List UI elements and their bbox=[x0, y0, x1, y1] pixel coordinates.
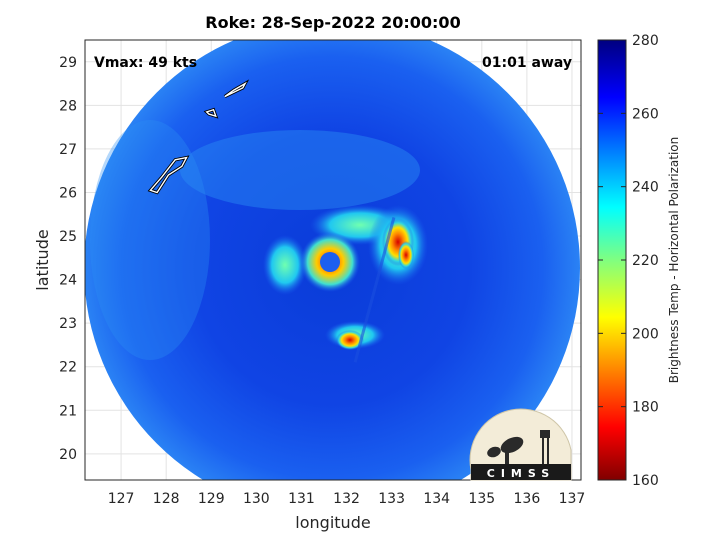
brightness-temperature-field bbox=[85, 40, 580, 480]
colorbar-label: Brightness Temp - Horizontal Polarizatio… bbox=[667, 137, 681, 384]
colorbar-tick-label: 200 bbox=[632, 326, 659, 342]
convection-west bbox=[263, 235, 307, 295]
colorbar-tick-label: 260 bbox=[632, 106, 659, 122]
y-tick-label: 20 bbox=[59, 447, 77, 463]
y-tick-label: 26 bbox=[59, 185, 77, 201]
rainband-east-core-2 bbox=[398, 241, 414, 269]
cimss-logo: CIMSS bbox=[469, 408, 572, 481]
island-outline bbox=[149, 156, 188, 194]
y-tick-label: 24 bbox=[59, 273, 77, 289]
colorbar-tick-labels: 160 180 200 220 240 260 280 bbox=[598, 33, 659, 489]
x-tick-label: 135 bbox=[468, 491, 495, 507]
x-axis-label: longitude bbox=[295, 513, 370, 532]
x-tick-label: 127 bbox=[108, 491, 135, 507]
y-tick-label: 23 bbox=[59, 316, 77, 332]
y-tick-label: 29 bbox=[59, 55, 77, 71]
y-tick-label: 28 bbox=[59, 98, 77, 114]
x-tick-labels: 127 128 129 130 131 132 133 134 135 136 137 bbox=[108, 491, 586, 507]
axes-box bbox=[84, 39, 582, 481]
time-offset-label: 01:01 away bbox=[482, 55, 572, 71]
data-seam bbox=[353, 217, 396, 363]
island-outline bbox=[224, 81, 247, 98]
outer-rainband-west bbox=[90, 120, 210, 360]
colorbar-tick-label: 240 bbox=[632, 180, 659, 196]
y-tick-label: 25 bbox=[59, 229, 77, 245]
coastline-outlines bbox=[147, 79, 250, 195]
vmax-label: Vmax: 49 kts bbox=[94, 55, 197, 71]
x-tick-label: 134 bbox=[423, 491, 450, 507]
x-tick-label: 136 bbox=[514, 491, 541, 507]
colorbar-tick-label: 180 bbox=[632, 400, 659, 416]
y-tick-labels: 20 21 22 23 24 25 26 27 28 29 bbox=[59, 55, 77, 463]
x-tick-label: 128 bbox=[153, 491, 180, 507]
colorbar-tick-label: 280 bbox=[632, 33, 659, 49]
x-tick-label: 131 bbox=[288, 491, 315, 507]
x-tick-label: 137 bbox=[559, 491, 586, 507]
colorbar-tick-label: 220 bbox=[632, 253, 659, 269]
colorbar-tick-label: 160 bbox=[632, 473, 659, 489]
x-tick-label: 133 bbox=[378, 491, 405, 507]
outer-rainband-cyan bbox=[180, 130, 420, 210]
y-tick-label: 27 bbox=[59, 142, 77, 158]
figure-title: Roke: 28-Sep-2022 20:00:00 bbox=[205, 13, 460, 32]
eye bbox=[320, 252, 340, 272]
island-outline bbox=[205, 108, 217, 118]
convection-band-south bbox=[336, 330, 364, 350]
y-tick-label: 21 bbox=[59, 403, 77, 419]
y-axis-label: latitude bbox=[33, 229, 52, 290]
cimss-logo-text: CIMSS bbox=[487, 467, 555, 480]
x-tick-label: 132 bbox=[333, 491, 360, 507]
x-tick-label: 130 bbox=[243, 491, 270, 507]
x-tick-label: 129 bbox=[198, 491, 225, 507]
y-tick-label: 22 bbox=[59, 360, 77, 376]
